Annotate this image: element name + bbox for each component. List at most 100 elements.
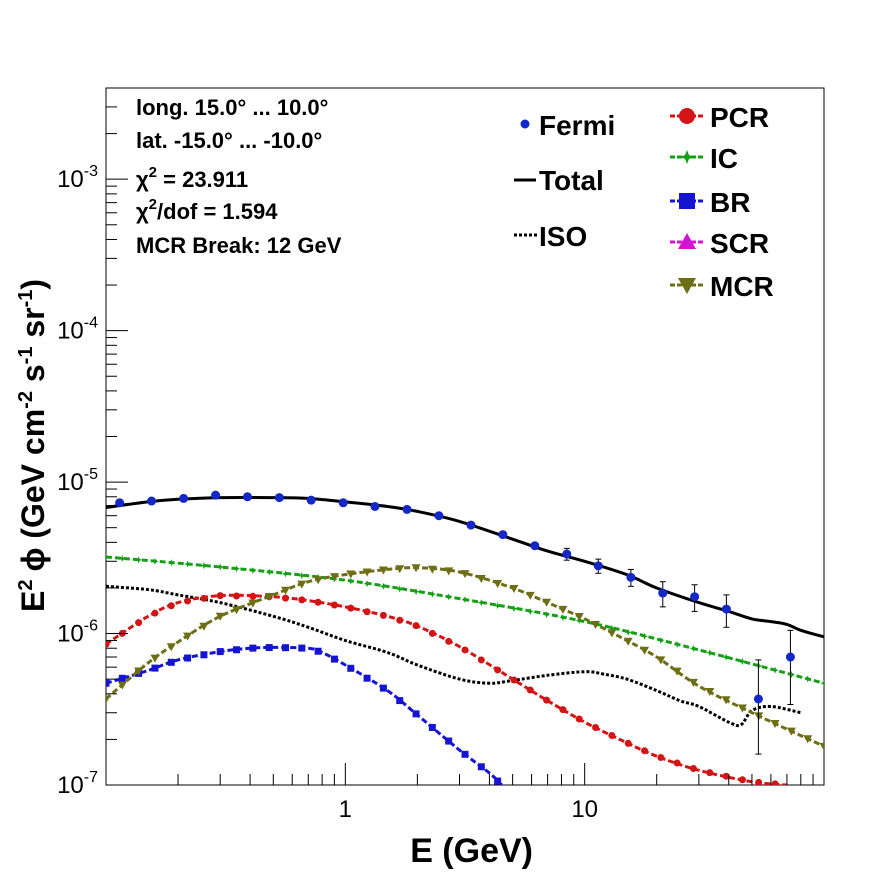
series-marker-mcr xyxy=(106,695,111,704)
fermi-point xyxy=(498,530,508,540)
series-marker-pcr xyxy=(477,656,485,664)
legend-scr-marker xyxy=(678,233,696,249)
legend-right: PCR IC BR SCR MCR xyxy=(670,102,774,302)
series-marker-pcr xyxy=(624,739,632,747)
series-marker-pcr xyxy=(396,616,404,624)
series-marker-ic xyxy=(184,560,192,568)
series-marker-br xyxy=(216,648,224,656)
series-marker-mcr xyxy=(786,727,796,736)
series-marker-ic xyxy=(494,602,502,610)
series-marker-ic xyxy=(106,553,110,561)
series-line-iso xyxy=(106,584,802,728)
series-marker-pcr xyxy=(673,759,681,767)
series-marker-mcr xyxy=(395,565,405,574)
fermi-point xyxy=(690,592,700,602)
series-marker-br xyxy=(494,777,502,785)
series-marker-ic xyxy=(379,582,387,590)
series-fermi xyxy=(115,490,795,755)
series-line-ic xyxy=(106,555,824,685)
info-latitude: lat. -15.0° ... -10.0° xyxy=(136,128,322,153)
series-marker-mcr xyxy=(525,591,535,600)
legend-iso-label: ISO xyxy=(539,221,587,252)
fermi-point xyxy=(753,694,763,704)
series-marker-ic xyxy=(771,666,779,674)
fermi-point xyxy=(147,496,157,506)
series-marker-mcr xyxy=(705,688,715,697)
series-marker-ic xyxy=(706,649,714,657)
series-marker-mcr xyxy=(297,580,307,589)
series-marker-ic xyxy=(363,580,371,588)
series-marker-mcr xyxy=(411,564,421,573)
series-marker-mcr xyxy=(166,643,176,652)
series-marker-pcr xyxy=(510,676,518,684)
series-marker-ic xyxy=(135,556,143,564)
series-marker-br xyxy=(445,737,453,745)
series-marker-pcr xyxy=(412,622,420,630)
series-marker-pcr xyxy=(298,596,306,604)
fermi-point xyxy=(658,588,668,598)
series-marker-mcr xyxy=(542,598,552,607)
series-marker-br xyxy=(314,647,322,655)
series-marker-pcr xyxy=(363,608,371,616)
legend-left: Fermi Total ISO xyxy=(514,110,615,252)
series-marker-br xyxy=(363,674,371,682)
series-marker-pcr xyxy=(526,686,534,694)
series-marker-ic xyxy=(298,572,306,580)
series-marker-ic xyxy=(151,557,159,565)
fermi-point xyxy=(562,549,572,559)
legend-br-marker xyxy=(679,193,695,209)
series-marker-mcr xyxy=(493,579,503,588)
series-marker-br xyxy=(106,679,110,687)
series-marker-pcr xyxy=(233,592,241,600)
series-marker-br xyxy=(167,658,175,666)
series-iso xyxy=(106,584,802,728)
series-marker-mcr xyxy=(199,622,209,631)
series-marker-pcr xyxy=(282,594,289,602)
legend-total-label: Total xyxy=(539,165,604,196)
series-marker-br xyxy=(200,651,208,659)
fermi-point xyxy=(626,572,636,582)
legend-pcr-label: PCR xyxy=(710,102,769,133)
series-marker-ic xyxy=(738,657,746,665)
series-marker-pcr xyxy=(575,715,583,723)
series-marker-mcr xyxy=(819,742,824,751)
series-line-mcr xyxy=(106,566,824,748)
x-tick-label: 1 xyxy=(339,796,352,823)
series-marker-mcr xyxy=(378,566,388,575)
legend-scr-label: SCR xyxy=(710,228,769,259)
y-tick-label: 10-5 xyxy=(57,466,98,496)
series-marker-mcr xyxy=(574,612,584,621)
fermi-point xyxy=(338,498,348,508)
y-tick-label: 10-3 xyxy=(57,163,98,193)
series-marker-br xyxy=(428,723,436,731)
fermi-point xyxy=(179,493,189,503)
series-marker-ic xyxy=(820,679,824,687)
series-marker-mcr xyxy=(672,667,682,676)
series-marker-pcr xyxy=(608,731,616,739)
legend-ic-label: IC xyxy=(710,143,738,174)
series-marker-pcr xyxy=(559,706,567,714)
series-marker-pcr xyxy=(445,637,453,645)
y-tick-label: 10-6 xyxy=(57,618,98,648)
series-marker-pcr xyxy=(722,772,730,780)
series-marker-ic xyxy=(200,562,208,570)
fermi-point xyxy=(530,541,540,551)
series-marker-ic xyxy=(608,624,616,632)
series-marker-br xyxy=(477,763,485,771)
series-marker-ic xyxy=(722,653,730,661)
series-marker-br xyxy=(184,654,192,662)
series-marker-ic xyxy=(412,588,420,596)
series-marker-ic xyxy=(657,636,665,644)
fermi-point xyxy=(115,498,125,508)
fermi-point xyxy=(721,604,731,614)
series-marker-br xyxy=(396,697,404,705)
series-marker-br xyxy=(249,644,257,652)
series-marker-mcr xyxy=(427,565,437,574)
series-marker-mcr xyxy=(607,629,617,638)
series-marker-mcr xyxy=(721,696,731,705)
series-marker-pcr xyxy=(494,666,502,674)
series-marker-ic xyxy=(445,593,453,601)
series-marker-br xyxy=(282,644,289,652)
series-marker-br xyxy=(379,684,387,692)
